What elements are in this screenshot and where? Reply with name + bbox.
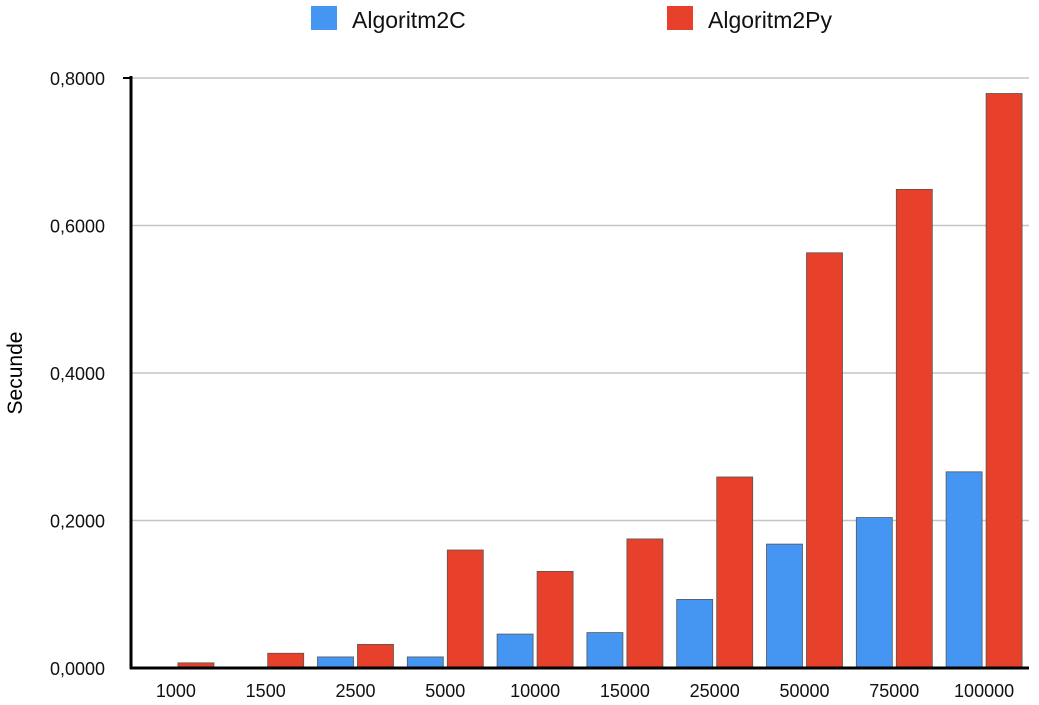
bar-algoritm2py-10000 <box>536 570 574 669</box>
bar-algoritm2py-25000 <box>716 476 754 669</box>
bar-algoritm2py-75000 <box>895 188 933 669</box>
y-tick-label: 0,8000 <box>50 69 105 89</box>
x-tick-label: 10000 <box>510 681 560 701</box>
y-axis-label: Secunde <box>4 332 27 415</box>
bar-algoritm2py-50000 <box>806 252 843 669</box>
y-tick-label: 0,2000 <box>50 512 105 532</box>
x-tick-label: 1500 <box>246 681 286 701</box>
x-tick-label: 100000 <box>954 681 1014 701</box>
y-axis-ticks: 0,0000 0,2000 0,4000 0,6000 0,8000 <box>50 69 105 679</box>
bar-algoritm2c-2500 <box>317 656 354 669</box>
bar-algoritm2c-5000 <box>406 656 444 669</box>
bar-algoritm2c-75000 <box>855 517 893 669</box>
axes <box>123 76 1029 670</box>
bars <box>137 93 1023 669</box>
bar-algoritm2c-10000 <box>496 633 534 669</box>
legend-swatch-algoritm2c <box>311 6 337 30</box>
y-tick-label: 0,4000 <box>50 364 105 384</box>
x-tick-label: 15000 <box>600 681 650 701</box>
x-tick-label: 50000 <box>779 681 829 701</box>
legend-swatch-algoritm2py <box>667 6 693 30</box>
y-tick-label: 0,6000 <box>50 217 105 237</box>
bar-algoritm2c-50000 <box>766 543 803 669</box>
x-tick-label: 75000 <box>869 681 919 701</box>
bar-algoritm2py-15000 <box>626 538 664 669</box>
x-tick-label: 2500 <box>335 681 375 701</box>
bar-algoritm2py-100000 <box>985 93 1023 669</box>
bar-algoritm2py-1500 <box>267 652 305 669</box>
bar-algoritm2c-25000 <box>676 599 714 669</box>
bar-algoritm2c-100000 <box>945 471 983 669</box>
x-tick-label: 5000 <box>425 681 465 701</box>
legend-label-algoritm2py: Algoritm2Py <box>708 7 832 33</box>
bar-algoritm2c-15000 <box>586 632 624 669</box>
x-tick-label: 1000 <box>156 681 196 701</box>
bar-algoritm2py-2500 <box>357 644 394 669</box>
legend-label-algoritm2c: Algoritm2C <box>352 7 466 33</box>
x-tick-label: 25000 <box>690 681 740 701</box>
gridlines <box>131 77 1029 522</box>
x-axis-ticks: 1000 1500 2500 5000 10000 15000 25000 50000 7500… <box>156 681 1014 701</box>
y-tick-label: 0,0000 <box>50 659 105 679</box>
chart-legend: Algoritm2C Algoritm2Py <box>311 6 832 33</box>
bar-algoritm2py-5000 <box>446 549 484 669</box>
